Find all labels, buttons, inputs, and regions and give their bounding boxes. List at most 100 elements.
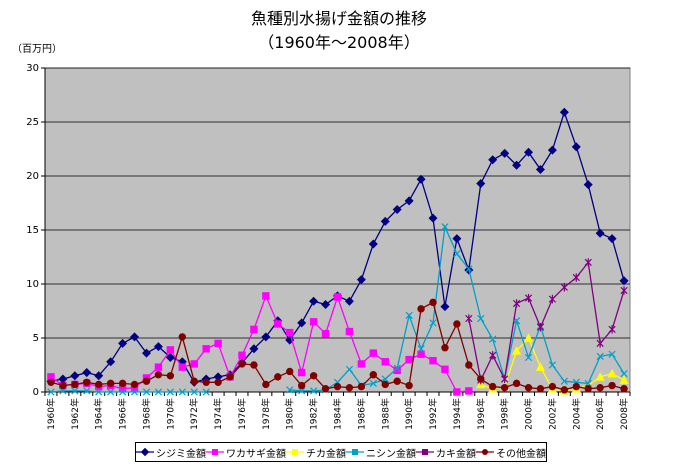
data-point [405,311,413,319]
data-point [535,362,545,371]
data-point [500,383,509,392]
y-tick-label: 5 [33,333,39,344]
data-point [441,223,449,231]
data-point [572,382,580,391]
data-point [154,388,163,396]
data-point [429,319,437,327]
data-point [190,377,198,385]
data-point [166,346,175,354]
data-point [83,378,91,386]
y-axis-label: （百万円） [12,44,62,55]
data-point [165,352,175,362]
data-point [512,299,521,308]
legend-label: カキ金額 [436,448,476,460]
data-point [286,367,294,376]
data-point [106,357,116,367]
data-point [489,335,497,343]
data-point [392,204,402,214]
chart-title: 魚種別水揚げ金額の推移 [250,9,427,28]
x-tick-label: 1964年 [93,398,105,430]
data-point [368,239,378,249]
data-point [619,276,629,286]
data-point [262,292,270,300]
data-point [238,360,246,368]
data-point [153,342,163,352]
data-point [596,339,604,348]
x-tick-label: 1984年 [332,398,344,430]
x-tick-label: 1988年 [379,398,391,430]
data-point [262,380,270,389]
data-point [71,387,79,395]
data-point [226,373,234,381]
data-point [274,373,282,381]
data-point [82,368,92,378]
data-point [141,348,151,358]
data-point [608,325,616,334]
series-line [468,260,625,383]
data-point [297,318,307,328]
data-point [465,314,473,323]
data-point [309,296,319,306]
data-point [357,360,366,368]
data-point [309,372,318,380]
data-point [118,338,128,348]
data-point [405,355,413,364]
y-tick-label: 25 [26,117,39,128]
data-point [595,372,605,381]
data-point [59,387,67,395]
data-point [489,382,497,391]
data-point [536,385,545,393]
data-point [523,333,534,342]
x-tick-label: 1976年 [236,398,248,430]
legend-label: シジミ金額 [156,448,206,460]
legend-item: ニシン金額 [346,445,416,460]
data-point [357,382,366,391]
data-point [47,378,55,386]
x-tick-label: 1998年 [499,398,511,430]
data-point [608,381,616,390]
x-tick-label: 2000年 [523,398,535,430]
data-point [356,275,366,285]
data-point [178,388,186,396]
x-tick-label: 1990年 [403,398,415,430]
data-point [477,375,485,383]
data-point [250,361,258,369]
legend-label: チカ金額 [306,448,346,460]
data-point [548,294,557,304]
legend: シジミ金額 ワカサギ金額 チカ金額 ニシン金額 カキ金額 その他金額 [135,442,547,462]
legend-swatch [416,449,434,455]
data-point [500,148,510,158]
data-point [465,387,473,395]
data-point [404,196,414,206]
data-point [274,320,282,328]
data-point [285,335,295,345]
x-tick-label: 2004年 [570,398,582,430]
data-point [130,388,139,396]
data-point [596,383,604,392]
data-point [620,385,628,393]
legend-item: カキ金額 [416,445,476,460]
data-point [548,382,557,391]
x-tick-label: 1972年 [188,398,200,430]
data-point [94,371,104,381]
data-point [452,234,462,244]
legend-label: その他金額 [496,448,546,460]
data-point [524,293,533,303]
x-tick-label: 2002年 [546,398,558,430]
data-point [429,356,437,365]
data-point [381,375,389,383]
data-point [548,361,557,369]
data-point [381,358,389,366]
x-tick-label: 1992年 [427,398,439,430]
data-point [309,387,318,395]
data-point [369,379,377,387]
data-point [47,388,55,396]
data-point [345,365,354,373]
data-point [524,147,534,157]
data-point [620,286,628,295]
data-point [238,351,246,359]
data-point [130,332,140,342]
data-point [83,387,91,395]
data-point [489,351,497,360]
data-point [428,213,438,223]
